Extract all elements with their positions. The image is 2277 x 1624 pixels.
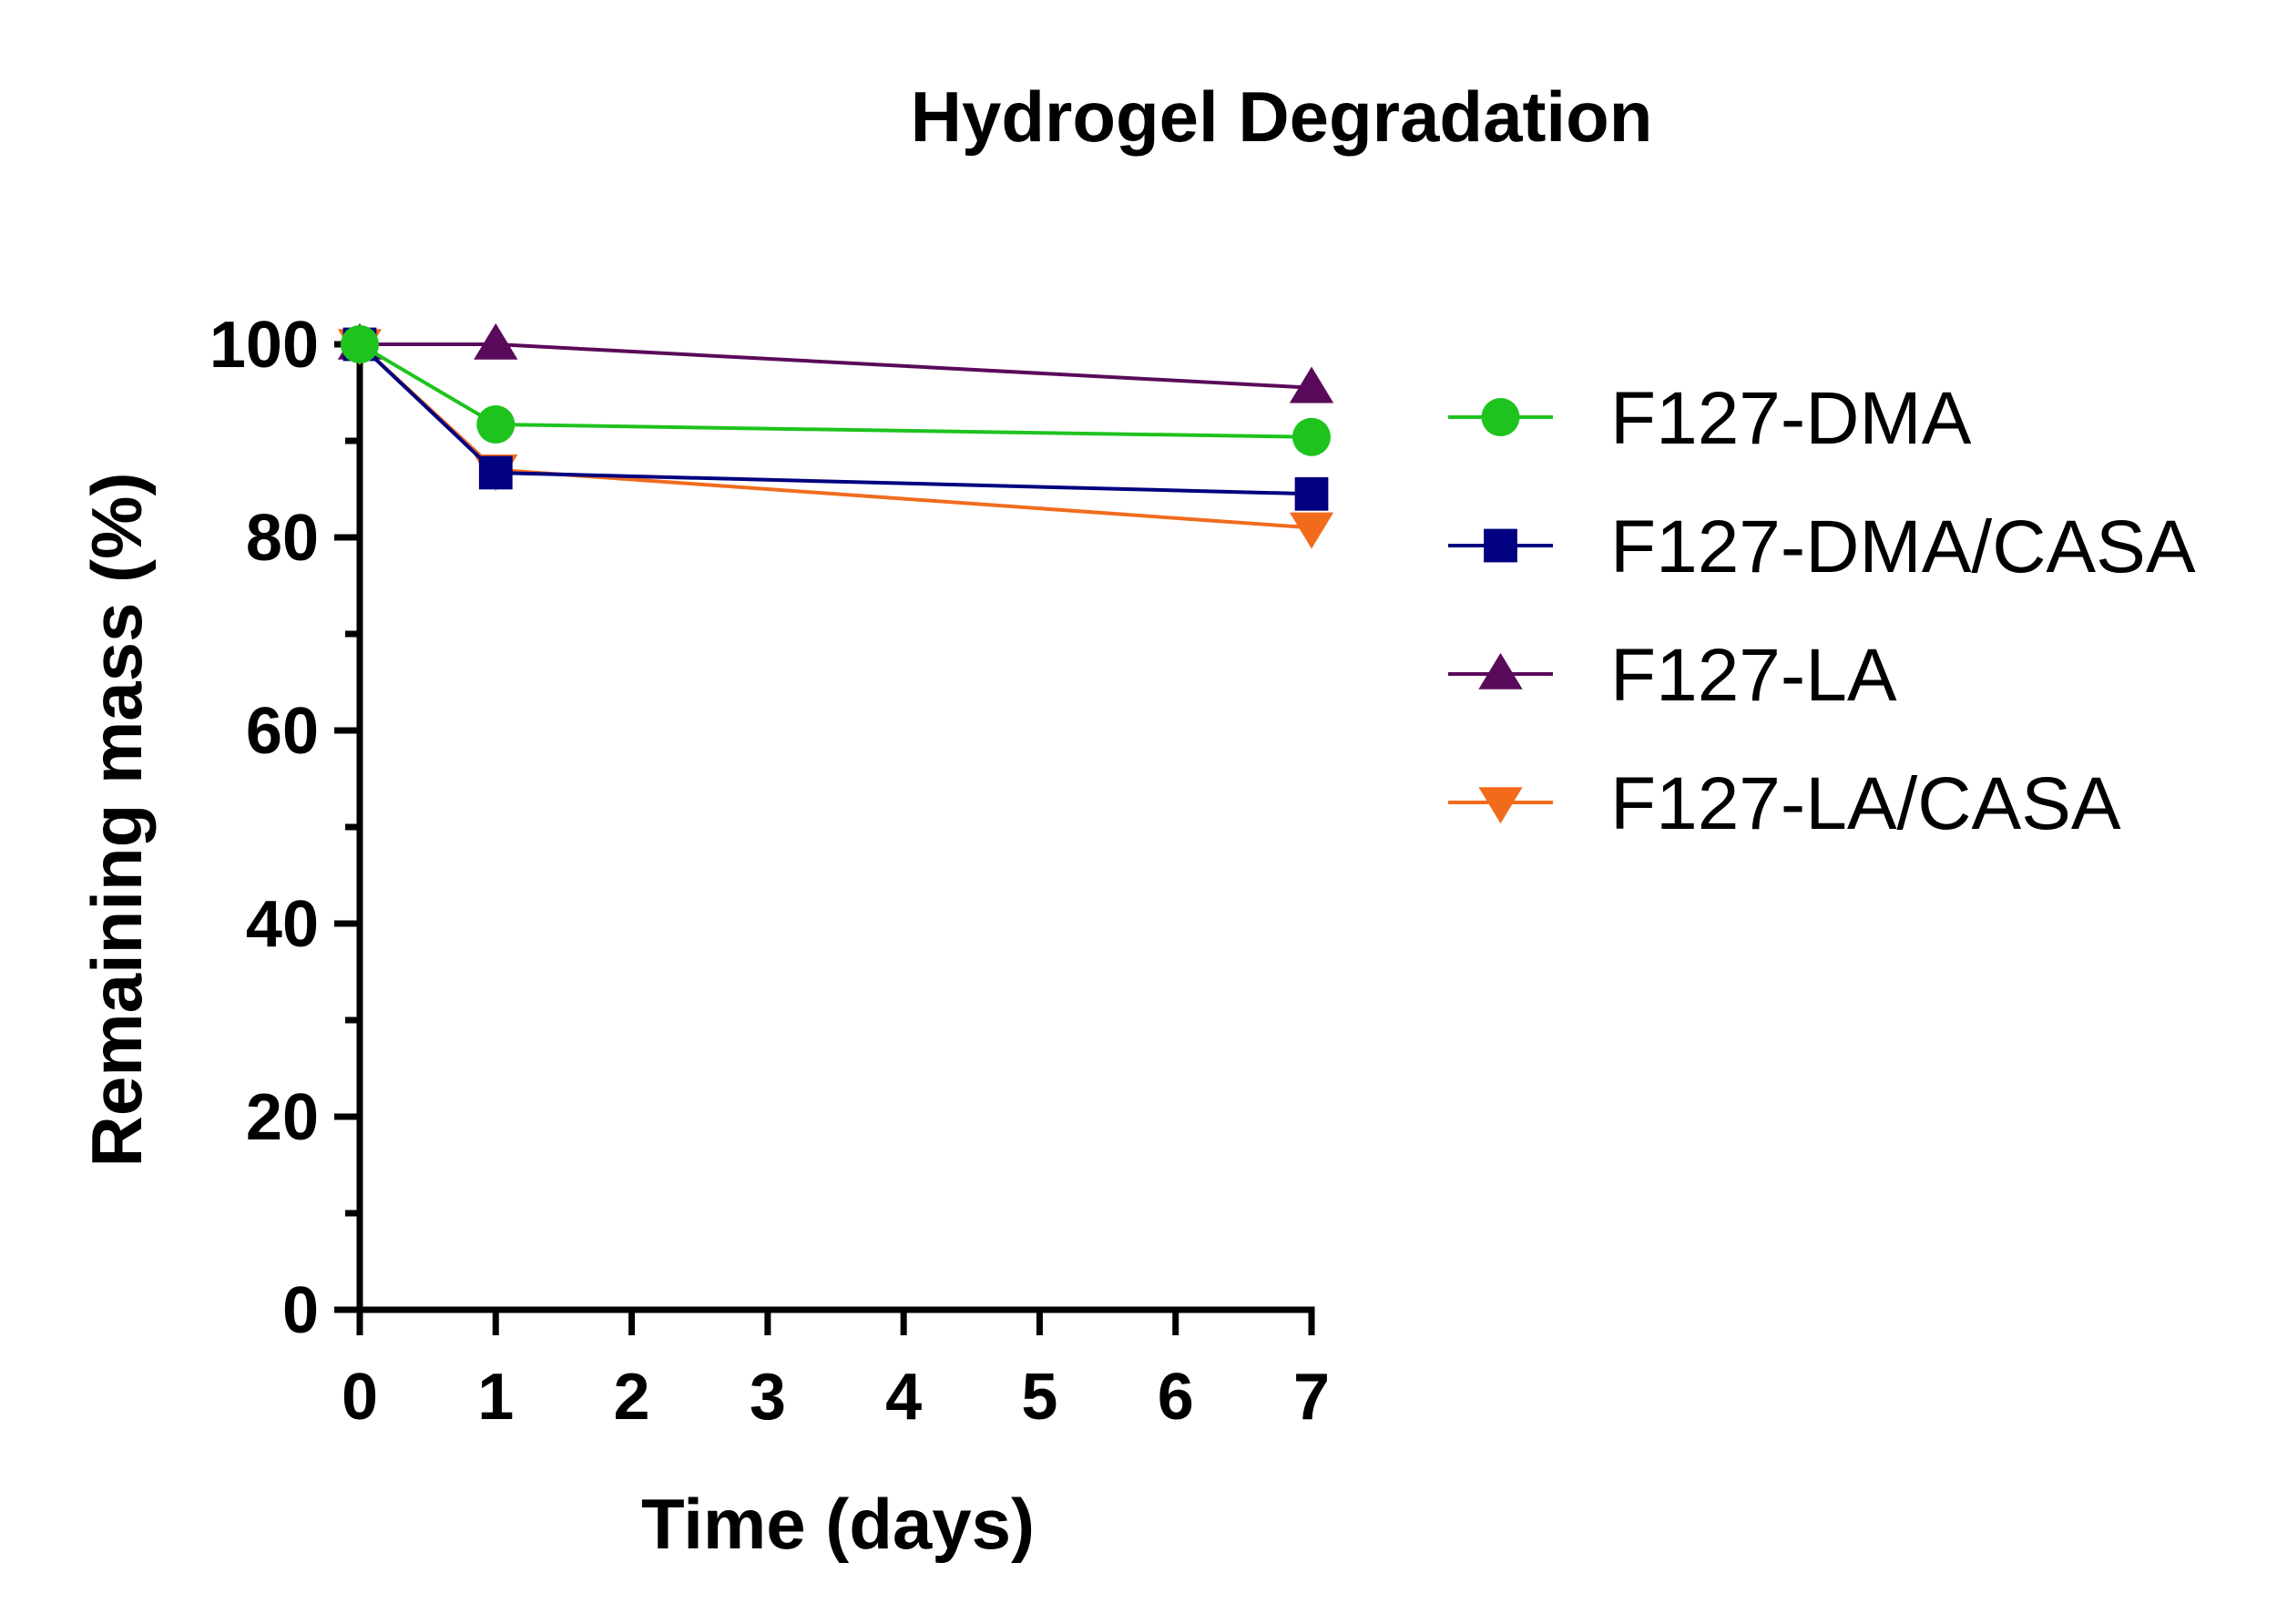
y-tick-label: 60 [246, 695, 319, 768]
legend-item: F127-LA [1448, 634, 1897, 717]
y-tick-label: 40 [246, 888, 319, 961]
legend-marker [1481, 398, 1520, 436]
chart-title: Hydrogel Degradation [911, 77, 1653, 157]
x-tick-label: 0 [342, 1361, 378, 1434]
data-point [474, 322, 518, 360]
series-layer [337, 322, 1334, 549]
legend-item: F127-LA/CASA [1448, 762, 2121, 845]
data-point [1289, 366, 1334, 403]
legend-label: F127-DMA [1610, 377, 1972, 460]
legend-marker [1478, 652, 1523, 689]
y-tick-label: 80 [246, 502, 319, 575]
series-3 [337, 322, 1334, 403]
x-tick-label: 5 [1021, 1361, 1057, 1434]
data-point [1294, 476, 1329, 511]
x-tick-label: 4 [885, 1361, 922, 1434]
legend-item: F127-DMA [1448, 377, 1972, 460]
y-axis-title: Remaining mass (%) [77, 473, 157, 1168]
legend: F127-DMA F127-DMA/CASA F127-LA F127-LA/CASA [1448, 377, 2196, 845]
x-tick-label: 3 [750, 1361, 786, 1434]
legend-label: F127-LA/CASA [1610, 762, 2121, 845]
data-point [1289, 512, 1334, 549]
x-tick-label: 2 [614, 1361, 650, 1434]
series-1 [341, 325, 1331, 456]
legend-marker [1478, 787, 1523, 824]
x-tick-label: 6 [1158, 1361, 1194, 1434]
x-tick-label: 7 [1293, 1361, 1330, 1434]
x-tick-label: 1 [477, 1361, 514, 1434]
y-tick-label: 20 [246, 1081, 319, 1154]
axes: 0 20 40 60 80 100 0 1 2 3 4 5 6 7 [209, 309, 1330, 1434]
data-point [478, 455, 513, 490]
data-point [1292, 417, 1331, 456]
y-tick-label: 0 [282, 1274, 319, 1347]
legend-label: F127-LA [1610, 634, 1897, 717]
legend-label: F127-DMA/CASA [1610, 506, 2196, 588]
data-point [476, 404, 516, 444]
legend-item: F127-DMA/CASA [1448, 506, 2196, 588]
data-point [341, 325, 379, 363]
x-axis-title: Time (days) [641, 1484, 1035, 1564]
legend-marker [1484, 528, 1517, 563]
y-tick-label: 100 [209, 309, 319, 382]
